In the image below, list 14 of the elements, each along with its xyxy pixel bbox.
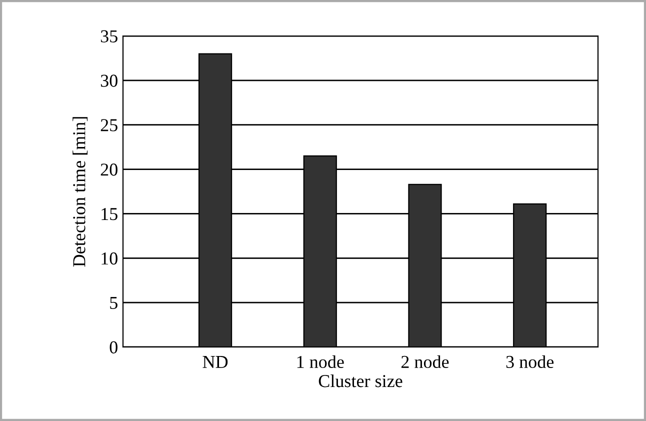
y-tick-label: 20 [100, 164, 118, 176]
y-tick-label: 15 [102, 208, 118, 220]
y-tick-label: 25 [100, 119, 118, 132]
y-tick-label: 10 [102, 252, 118, 265]
y-tick-label: 35 [100, 30, 118, 42]
y-tick-label: 0 [110, 341, 118, 354]
x-tick-label: ND [202, 356, 228, 368]
x-tick-label: 3 node [506, 355, 554, 368]
x-tick-label: 1 node [297, 355, 344, 368]
y-tick-label: 5 [110, 297, 118, 310]
y-axis-title: Detection time [min] [72, 117, 88, 267]
y-tick-label: 30 [100, 74, 118, 87]
x-tick-label: 2 node [401, 355, 449, 368]
x-axis-title: Cluster size [318, 374, 402, 388]
